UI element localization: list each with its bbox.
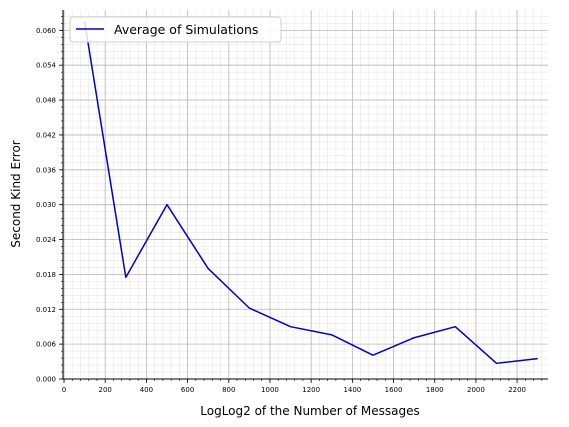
x-tick-label: 600 bbox=[181, 386, 194, 394]
x-axis-ticks: 0 200 400 600 800 1000 1200 1400 1600 1800 2000 220… bbox=[62, 379, 543, 394]
y-tick-label: 0.048 bbox=[36, 97, 56, 105]
y-tick-label: 0.006 bbox=[36, 341, 57, 349]
major-grid bbox=[63, 10, 548, 380]
y-tick-label: 0.030 bbox=[36, 201, 56, 209]
y-tick-label: 0.024 bbox=[36, 236, 57, 244]
y-tick-label: 0.036 bbox=[36, 166, 57, 174]
x-tick-label: 1400 bbox=[343, 386, 361, 394]
y-axis-ticks: 0.000 0.006 0.012 0.018 0.024 0.030 0.036 0.042… bbox=[36, 16, 63, 384]
axes bbox=[62, 10, 548, 380]
x-tick-label: 2000 bbox=[467, 386, 485, 394]
x-tick-label: 2200 bbox=[508, 386, 526, 394]
x-axis-label: LogLog2 of the Number of Messages bbox=[200, 404, 419, 418]
x-tick-label: 800 bbox=[222, 386, 235, 394]
y-tick-label: 0.012 bbox=[36, 306, 56, 314]
x-tick-label: 1000 bbox=[261, 386, 279, 394]
legend-label: Average of Simulations bbox=[114, 22, 258, 37]
legend-box bbox=[69, 16, 282, 43]
x-tick-label: 1800 bbox=[426, 386, 444, 394]
legend: Average of Simulations bbox=[69, 16, 282, 43]
y-axis-label: Second Kind Error bbox=[9, 140, 23, 248]
y-tick-label: 0.018 bbox=[36, 271, 56, 279]
y-tick-label: 0.042 bbox=[36, 131, 56, 139]
y-tick-label: 0.060 bbox=[36, 27, 56, 35]
series-line bbox=[83, 21, 538, 365]
series-layer bbox=[83, 21, 538, 365]
y-tick-label: 0.054 bbox=[36, 62, 57, 70]
x-tick-label: 1600 bbox=[385, 386, 403, 394]
x-tick-label: 1200 bbox=[302, 386, 320, 394]
x-tick-label: 400 bbox=[140, 386, 153, 394]
x-tick-label: 200 bbox=[99, 386, 112, 394]
y-tick-label: 0.000 bbox=[36, 376, 56, 384]
x-tick-label: 0 bbox=[62, 386, 66, 394]
